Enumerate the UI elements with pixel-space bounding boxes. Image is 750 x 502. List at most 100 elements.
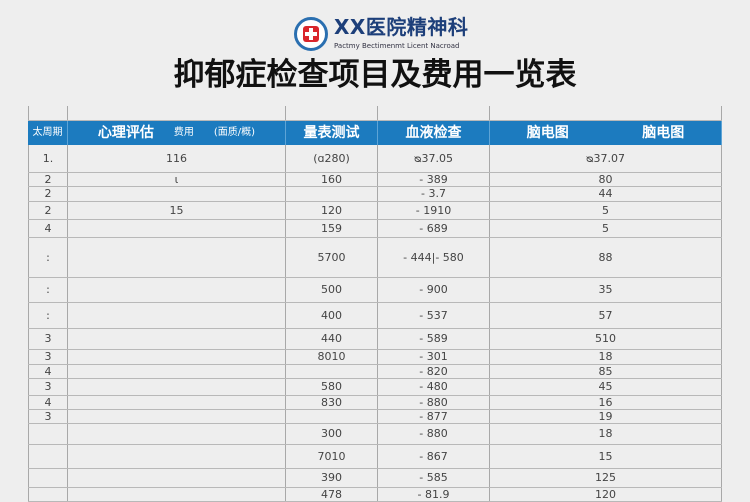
cell-scale-test: (ɑ280) <box>286 145 378 172</box>
cell-psych-eval <box>68 488 286 501</box>
header-psych-eval-label: 心理评估 <box>97 125 154 141</box>
cell-blood-test: - 1910 <box>378 202 490 219</box>
header-period: 太周期 <box>28 121 68 145</box>
cell-scale-test: 120 <box>286 202 378 219</box>
cell-scale-test: 5700 <box>286 238 378 277</box>
cell-blood-test: - 585 <box>378 469 490 487</box>
cell-blood-test: - 900 <box>378 278 490 302</box>
cell-period: 2 <box>28 202 68 219</box>
table-row: 2 - 3.7 44 <box>28 187 722 202</box>
cell-scale-test <box>286 410 378 423</box>
cell-psych-eval: 15 <box>68 202 286 219</box>
cell-scale-test: 8010 <box>286 350 378 364</box>
hospital-subtitle: Pactmy Bectimenmt Licent Nacroad <box>334 42 460 50</box>
table-row: 390- 585 125 <box>28 469 722 488</box>
cell-blood-test: - 81.9 <box>378 488 490 501</box>
cell-period: 4 <box>28 365 68 378</box>
cell-period: 4 <box>28 396 68 409</box>
cell-psych-eval: 116 <box>68 145 286 172</box>
cell-blood-test: - 480 <box>378 379 490 395</box>
cell-scale-test: 160 <box>286 173 378 186</box>
table-row: 3 440- 589 510 <box>28 329 722 350</box>
header-eeg-label-1: 脑电图 <box>526 125 569 141</box>
cell-psych-eval <box>68 350 286 364</box>
cell-blood-test: - 689 <box>378 220 490 237</box>
cell-psych-eval <box>68 396 286 409</box>
cell-blood-test: - 301 <box>378 350 490 364</box>
cell-blood-test: - 880 <box>378 396 490 409</box>
cell-scale-test <box>286 187 378 201</box>
cell-blood-test: - 537 <box>378 303 490 328</box>
table-row: : 400- 537 57 <box>28 303 722 329</box>
cell-eeg: 125 <box>490 469 722 487</box>
table-row: 3 - 877 19 <box>28 410 722 424</box>
header-blood-test: 血液检查 <box>378 121 490 145</box>
cell-scale-test: 7010 <box>286 445 378 468</box>
cell-period: 1. <box>28 145 68 172</box>
cell-eeg: 85 <box>490 365 722 378</box>
cell-period <box>28 488 68 501</box>
cell-scale-test: 478 <box>286 488 378 501</box>
cell-period: 2 <box>28 187 68 201</box>
cell-psych-eval <box>68 329 286 349</box>
cell-eeg: 88 <box>490 238 722 277</box>
cell-blood-test: - 867 <box>378 445 490 468</box>
cell-period: 2 <box>28 173 68 186</box>
cell-period: 3 <box>28 379 68 395</box>
fee-table: 太周期 心理评估 费用 (面质/概) 量表测试 血液检查 脑电图 脑电图 1. 1… <box>28 106 722 502</box>
table-row: 300- 880 18 <box>28 424 722 445</box>
table-row: 1. 116 (ɑ280) ᴓ37.05 ᴓ37.07 <box>28 145 722 173</box>
cell-blood-test: - 880 <box>378 424 490 444</box>
medical-cross-icon <box>303 26 319 42</box>
cell-eeg: 57 <box>490 303 722 328</box>
cell-period: : <box>28 238 68 277</box>
cell-eeg: 120 <box>490 488 722 501</box>
cell-psych-eval <box>68 187 286 201</box>
hospital-logo <box>294 17 328 51</box>
table-row: 4 830- 880 16 <box>28 396 722 410</box>
cell-eeg: ᴓ37.07 <box>490 145 722 172</box>
cell-scale-test <box>286 365 378 378</box>
cell-period: 4 <box>28 220 68 237</box>
table-row: 2 ι 160- 389 80 <box>28 173 722 187</box>
cell-blood-test: - 589 <box>378 329 490 349</box>
table-row: 3 8010- 301 18 <box>28 350 722 365</box>
cell-blood-test: - 389 <box>378 173 490 186</box>
cell-blood-test: - 820 <box>378 365 490 378</box>
cell-period: : <box>28 278 68 302</box>
table-row: 2 15 120- 1910 5 <box>28 202 722 220</box>
cell-period: : <box>28 303 68 328</box>
cell-psych-eval <box>68 424 286 444</box>
table-row: 4 - 820 85 <box>28 365 722 379</box>
cell-blood-test: - 444|- 580 <box>378 238 490 277</box>
table-row: 3 580- 480 45 <box>28 379 722 396</box>
cell-blood-test: - 3.7 <box>378 187 490 201</box>
cell-period <box>28 469 68 487</box>
cell-psych-eval <box>68 303 286 328</box>
cell-eeg: 15 <box>490 445 722 468</box>
blank-top-row <box>28 106 722 121</box>
table-header: 太周期 心理评估 费用 (面质/概) 量表测试 血液检查 脑电图 脑电图 <box>28 121 722 145</box>
cell-period <box>28 445 68 468</box>
cell-period <box>28 424 68 444</box>
cell-eeg: 5 <box>490 202 722 219</box>
cell-scale-test: 400 <box>286 303 378 328</box>
cell-eeg: 44 <box>490 187 722 201</box>
cell-eeg: 5 <box>490 220 722 237</box>
cell-eeg: 80 <box>490 173 722 186</box>
cell-psych-eval <box>68 469 286 487</box>
header-scale-test: 量表测试 <box>286 121 378 145</box>
table-row: : 500- 900 35 <box>28 278 722 303</box>
page-title: 抑郁症检查项目及费用一览表 <box>173 57 577 93</box>
cell-eeg: 35 <box>490 278 722 302</box>
cell-blood-test: ᴓ37.05 <box>378 145 490 172</box>
cell-psych-eval <box>68 238 286 277</box>
cell-eeg: 18 <box>490 350 722 364</box>
cell-eeg: 45 <box>490 379 722 395</box>
cell-eeg: 19 <box>490 410 722 423</box>
cell-eeg: 16 <box>490 396 722 409</box>
cell-scale-test: 390 <box>286 469 378 487</box>
table-row: : 5700- 444|- 580 88 <box>28 238 722 278</box>
table-row: 4 159- 689 5 <box>28 220 722 238</box>
cell-scale-test: 159 <box>286 220 378 237</box>
